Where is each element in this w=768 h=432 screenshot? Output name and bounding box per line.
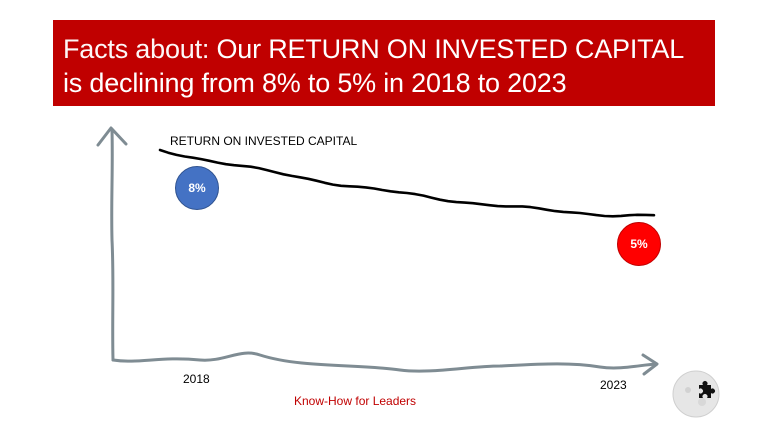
banner-prefix: Facts about: — [63, 34, 217, 64]
footer-credit: Know-How for Leaders — [294, 394, 417, 408]
start-value-badge: 8% — [175, 166, 219, 210]
banner-headline: Our RETURN ON INVESTED CAPITAL is declin… — [63, 34, 684, 98]
banner-title: Facts about: Our RETURN ON INVESTED CAPI… — [63, 32, 707, 100]
title-banner: Facts about: Our RETURN ON INVESTED CAPI… — [53, 20, 715, 106]
y-axis — [110, 128, 115, 362]
x-axis — [111, 351, 658, 373]
y-axis-arrowhead-icon — [96, 126, 128, 147]
x-tick-label-end: 2023 — [600, 378, 627, 392]
x-axis-arrowhead-icon — [641, 353, 659, 376]
puzzle-piece-icon — [672, 370, 720, 418]
x-tick-label-start: 2018 — [183, 372, 210, 386]
series-label: RETURN ON INVESTED CAPITAL — [170, 134, 358, 148]
series-line-roic — [158, 148, 656, 218]
end-value-badge: 5% — [617, 222, 661, 266]
